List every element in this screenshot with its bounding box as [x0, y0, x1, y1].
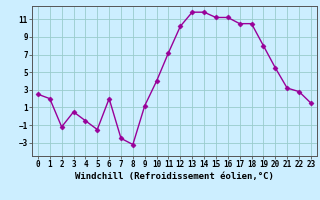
X-axis label: Windchill (Refroidissement éolien,°C): Windchill (Refroidissement éolien,°C)	[75, 172, 274, 181]
